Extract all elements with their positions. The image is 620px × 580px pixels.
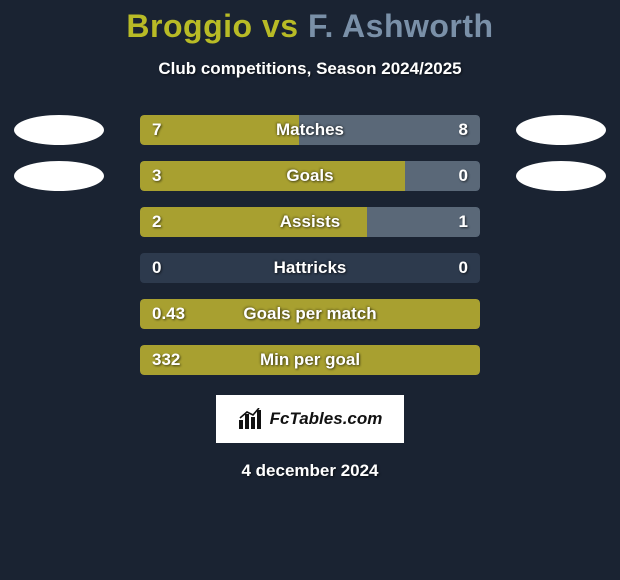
stat-bar-track: 7 8 Matches <box>140 115 480 145</box>
stat-value-left: 0 <box>152 258 161 278</box>
stat-bar-track: 0.43 Goals per match <box>140 299 480 329</box>
fctables-logo: FcTables.com <box>216 395 404 443</box>
stat-value-right: 1 <box>459 212 468 232</box>
stat-bar-fill-left <box>140 161 405 191</box>
stat-label: Assists <box>280 212 340 232</box>
comparison-infographic: Broggio vs F. Ashworth Club competitions… <box>0 0 620 580</box>
date-line: 4 december 2024 <box>0 461 620 481</box>
stat-bar-track: 332 Min per goal <box>140 345 480 375</box>
player2-avatar <box>516 115 606 145</box>
logo-text: FcTables.com <box>270 409 383 429</box>
stat-value-right: 0 <box>459 258 468 278</box>
stat-row: 0 0 Hattricks <box>0 245 620 291</box>
player1-avatar <box>14 161 104 191</box>
stat-value-right: 0 <box>459 166 468 186</box>
title-vs: vs <box>253 8 308 44</box>
stat-row: 332 Min per goal <box>0 337 620 383</box>
stat-value-left: 332 <box>152 350 180 370</box>
player1-avatar <box>14 115 104 145</box>
stat-value-left: 0.43 <box>152 304 185 324</box>
stat-value-left: 7 <box>152 120 161 140</box>
stat-label: Goals <box>286 166 333 186</box>
stat-label: Min per goal <box>260 350 360 370</box>
title-player1: Broggio <box>126 8 252 44</box>
stat-label: Matches <box>276 120 344 140</box>
player2-avatar <box>516 161 606 191</box>
stat-label: Hattricks <box>274 258 347 278</box>
chart-icon <box>238 408 264 430</box>
stat-label: Goals per match <box>243 304 376 324</box>
stat-row: 3 0 Goals <box>0 153 620 199</box>
stat-bar-fill-left <box>140 115 299 145</box>
stat-value-left: 2 <box>152 212 161 232</box>
page-title: Broggio vs F. Ashworth <box>0 8 620 45</box>
stat-value-left: 3 <box>152 166 161 186</box>
stat-row: 2 1 Assists <box>0 199 620 245</box>
stat-row: 7 8 Matches <box>0 107 620 153</box>
subtitle: Club competitions, Season 2024/2025 <box>0 59 620 79</box>
stat-bar-track: 2 1 Assists <box>140 207 480 237</box>
stat-bar-track: 3 0 Goals <box>140 161 480 191</box>
stat-bar-track: 0 0 Hattricks <box>140 253 480 283</box>
title-player2: F. Ashworth <box>308 8 494 44</box>
stat-bar-fill-right <box>405 161 480 191</box>
stat-row: 0.43 Goals per match <box>0 291 620 337</box>
stats-area: 7 8 Matches 3 0 Goals 2 1 Assists 0 0 Hattricks 0.43… <box>0 107 620 383</box>
stat-value-right: 8 <box>459 120 468 140</box>
